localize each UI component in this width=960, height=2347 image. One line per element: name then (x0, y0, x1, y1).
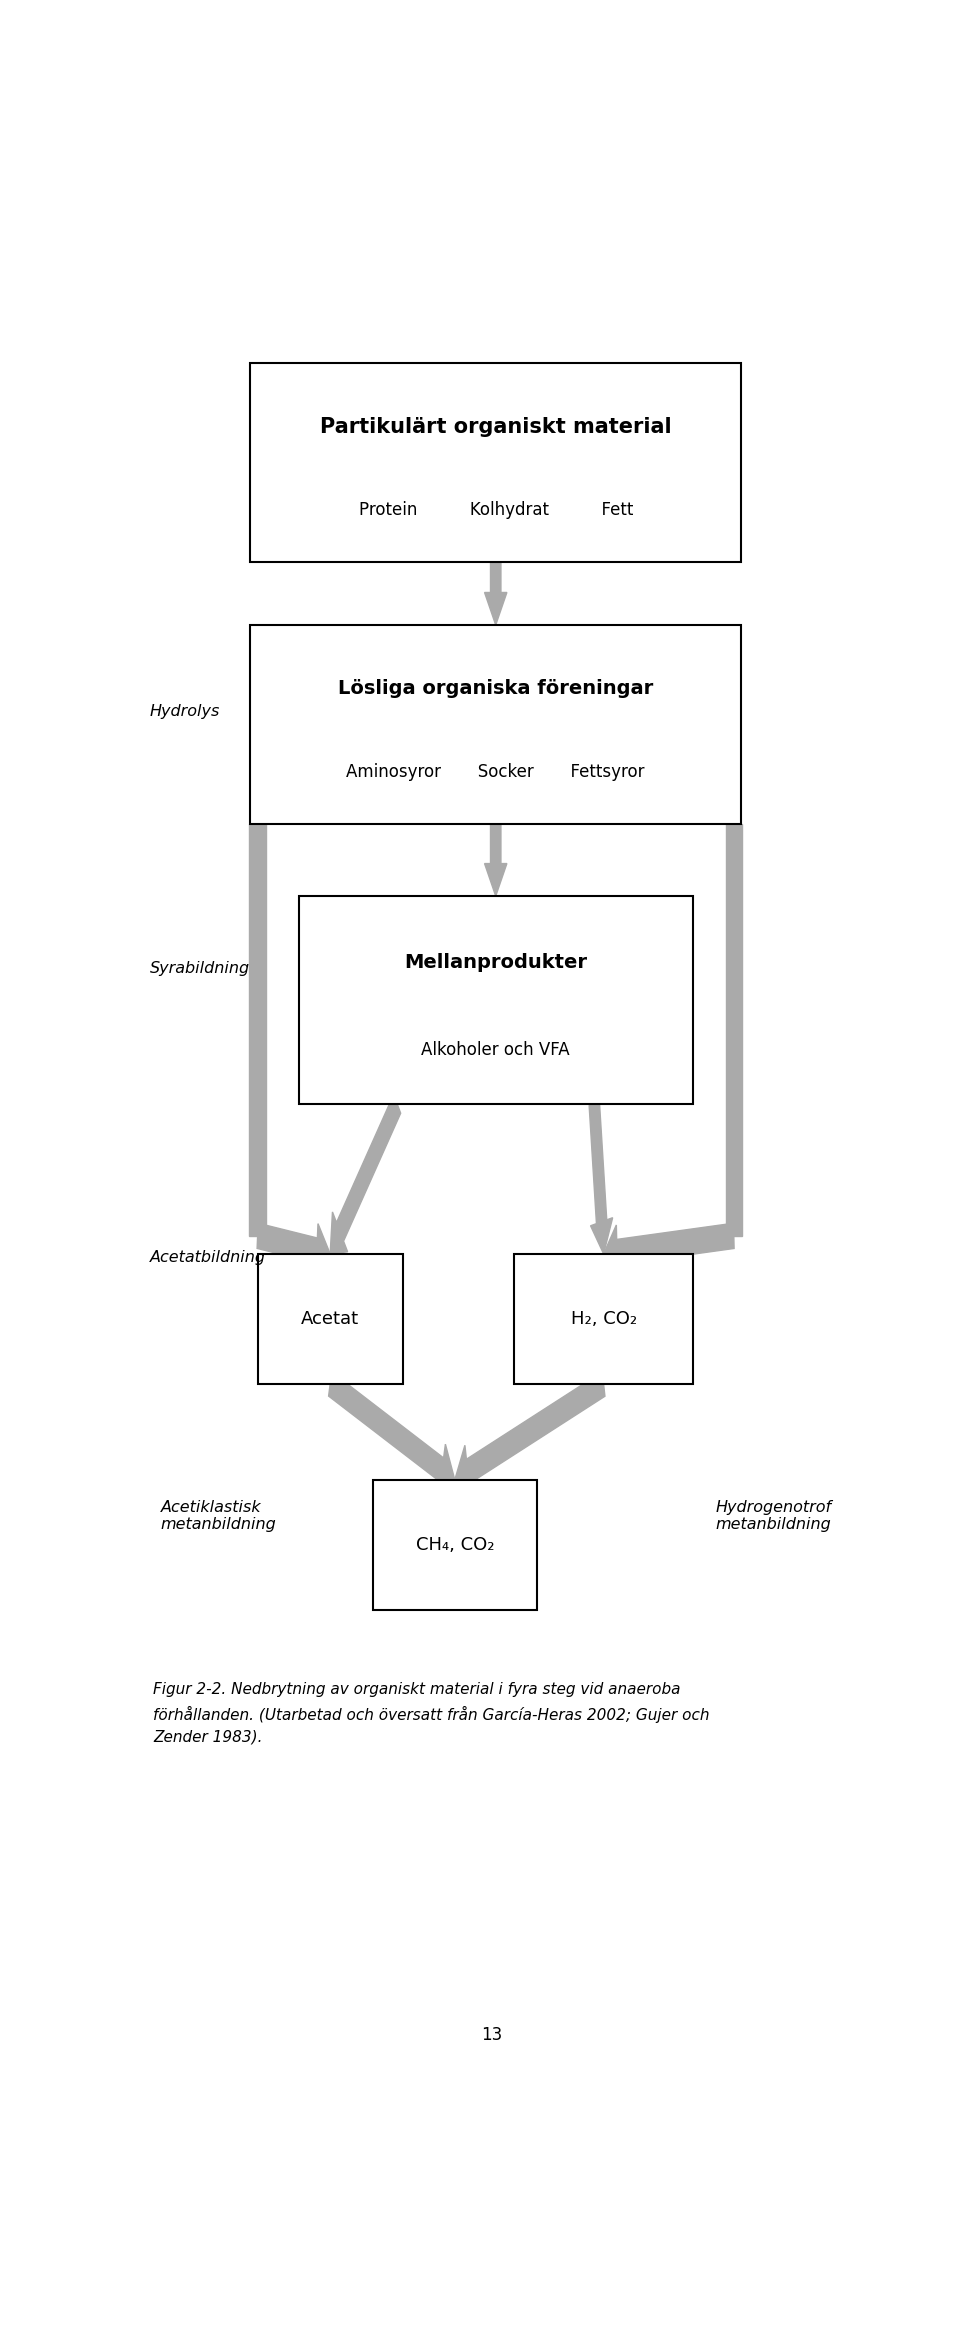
Text: Alkoholer och VFA: Alkoholer och VFA (421, 1040, 570, 1058)
Text: Syrabildning: Syrabildning (150, 960, 250, 976)
Text: Mellanprodukter: Mellanprodukter (404, 953, 588, 972)
Text: H₂, CO₂: H₂, CO₂ (570, 1310, 636, 1328)
FancyBboxPatch shape (251, 624, 741, 824)
Text: Lösliga organiska föreningar: Lösliga organiska föreningar (338, 678, 654, 697)
Text: Hydrolys: Hydrolys (150, 704, 220, 718)
FancyArrow shape (485, 824, 507, 897)
FancyBboxPatch shape (515, 1253, 693, 1385)
Text: Hydrogenotrof
metanbildning: Hydrogenotrof metanbildning (715, 1500, 831, 1533)
Text: Acetat: Acetat (301, 1310, 359, 1328)
Text: Protein          Kolhydrat          Fett: Protein Kolhydrat Fett (358, 500, 633, 519)
FancyArrow shape (604, 1223, 734, 1279)
FancyArrow shape (589, 1103, 612, 1253)
Bar (250, 824, 266, 1237)
FancyArrow shape (455, 1371, 605, 1497)
Text: Aminosyror       Socker       Fettsyror: Aminosyror Socker Fettsyror (347, 763, 645, 782)
Text: CH₄, CO₂: CH₄, CO₂ (416, 1535, 494, 1554)
FancyBboxPatch shape (257, 1253, 403, 1385)
Text: Partikulärt organiskt material: Partikulärt organiskt material (320, 415, 672, 437)
FancyBboxPatch shape (251, 364, 741, 561)
Text: Acetatbildning: Acetatbildning (150, 1251, 266, 1265)
Text: 13: 13 (481, 2025, 503, 2044)
Text: Acetiklastisk
metanbildning: Acetiklastisk metanbildning (161, 1500, 276, 1533)
FancyBboxPatch shape (299, 897, 693, 1103)
Text: förhållanden. (Utarbetad och översatt från García-Heras 2002; Gujer och: förhållanden. (Utarbetad och översatt fr… (154, 1706, 710, 1723)
FancyArrow shape (328, 1373, 455, 1495)
FancyArrow shape (257, 1223, 330, 1277)
FancyBboxPatch shape (372, 1481, 537, 1610)
Bar (726, 824, 742, 1237)
FancyArrow shape (485, 561, 507, 624)
FancyArrow shape (330, 1094, 400, 1253)
Text: Zender 1983).: Zender 1983). (154, 1730, 263, 1744)
Text: Figur 2-2. Nedbrytning av organiskt material i fyra steg vid anaeroba: Figur 2-2. Nedbrytning av organiskt mate… (154, 1683, 681, 1697)
